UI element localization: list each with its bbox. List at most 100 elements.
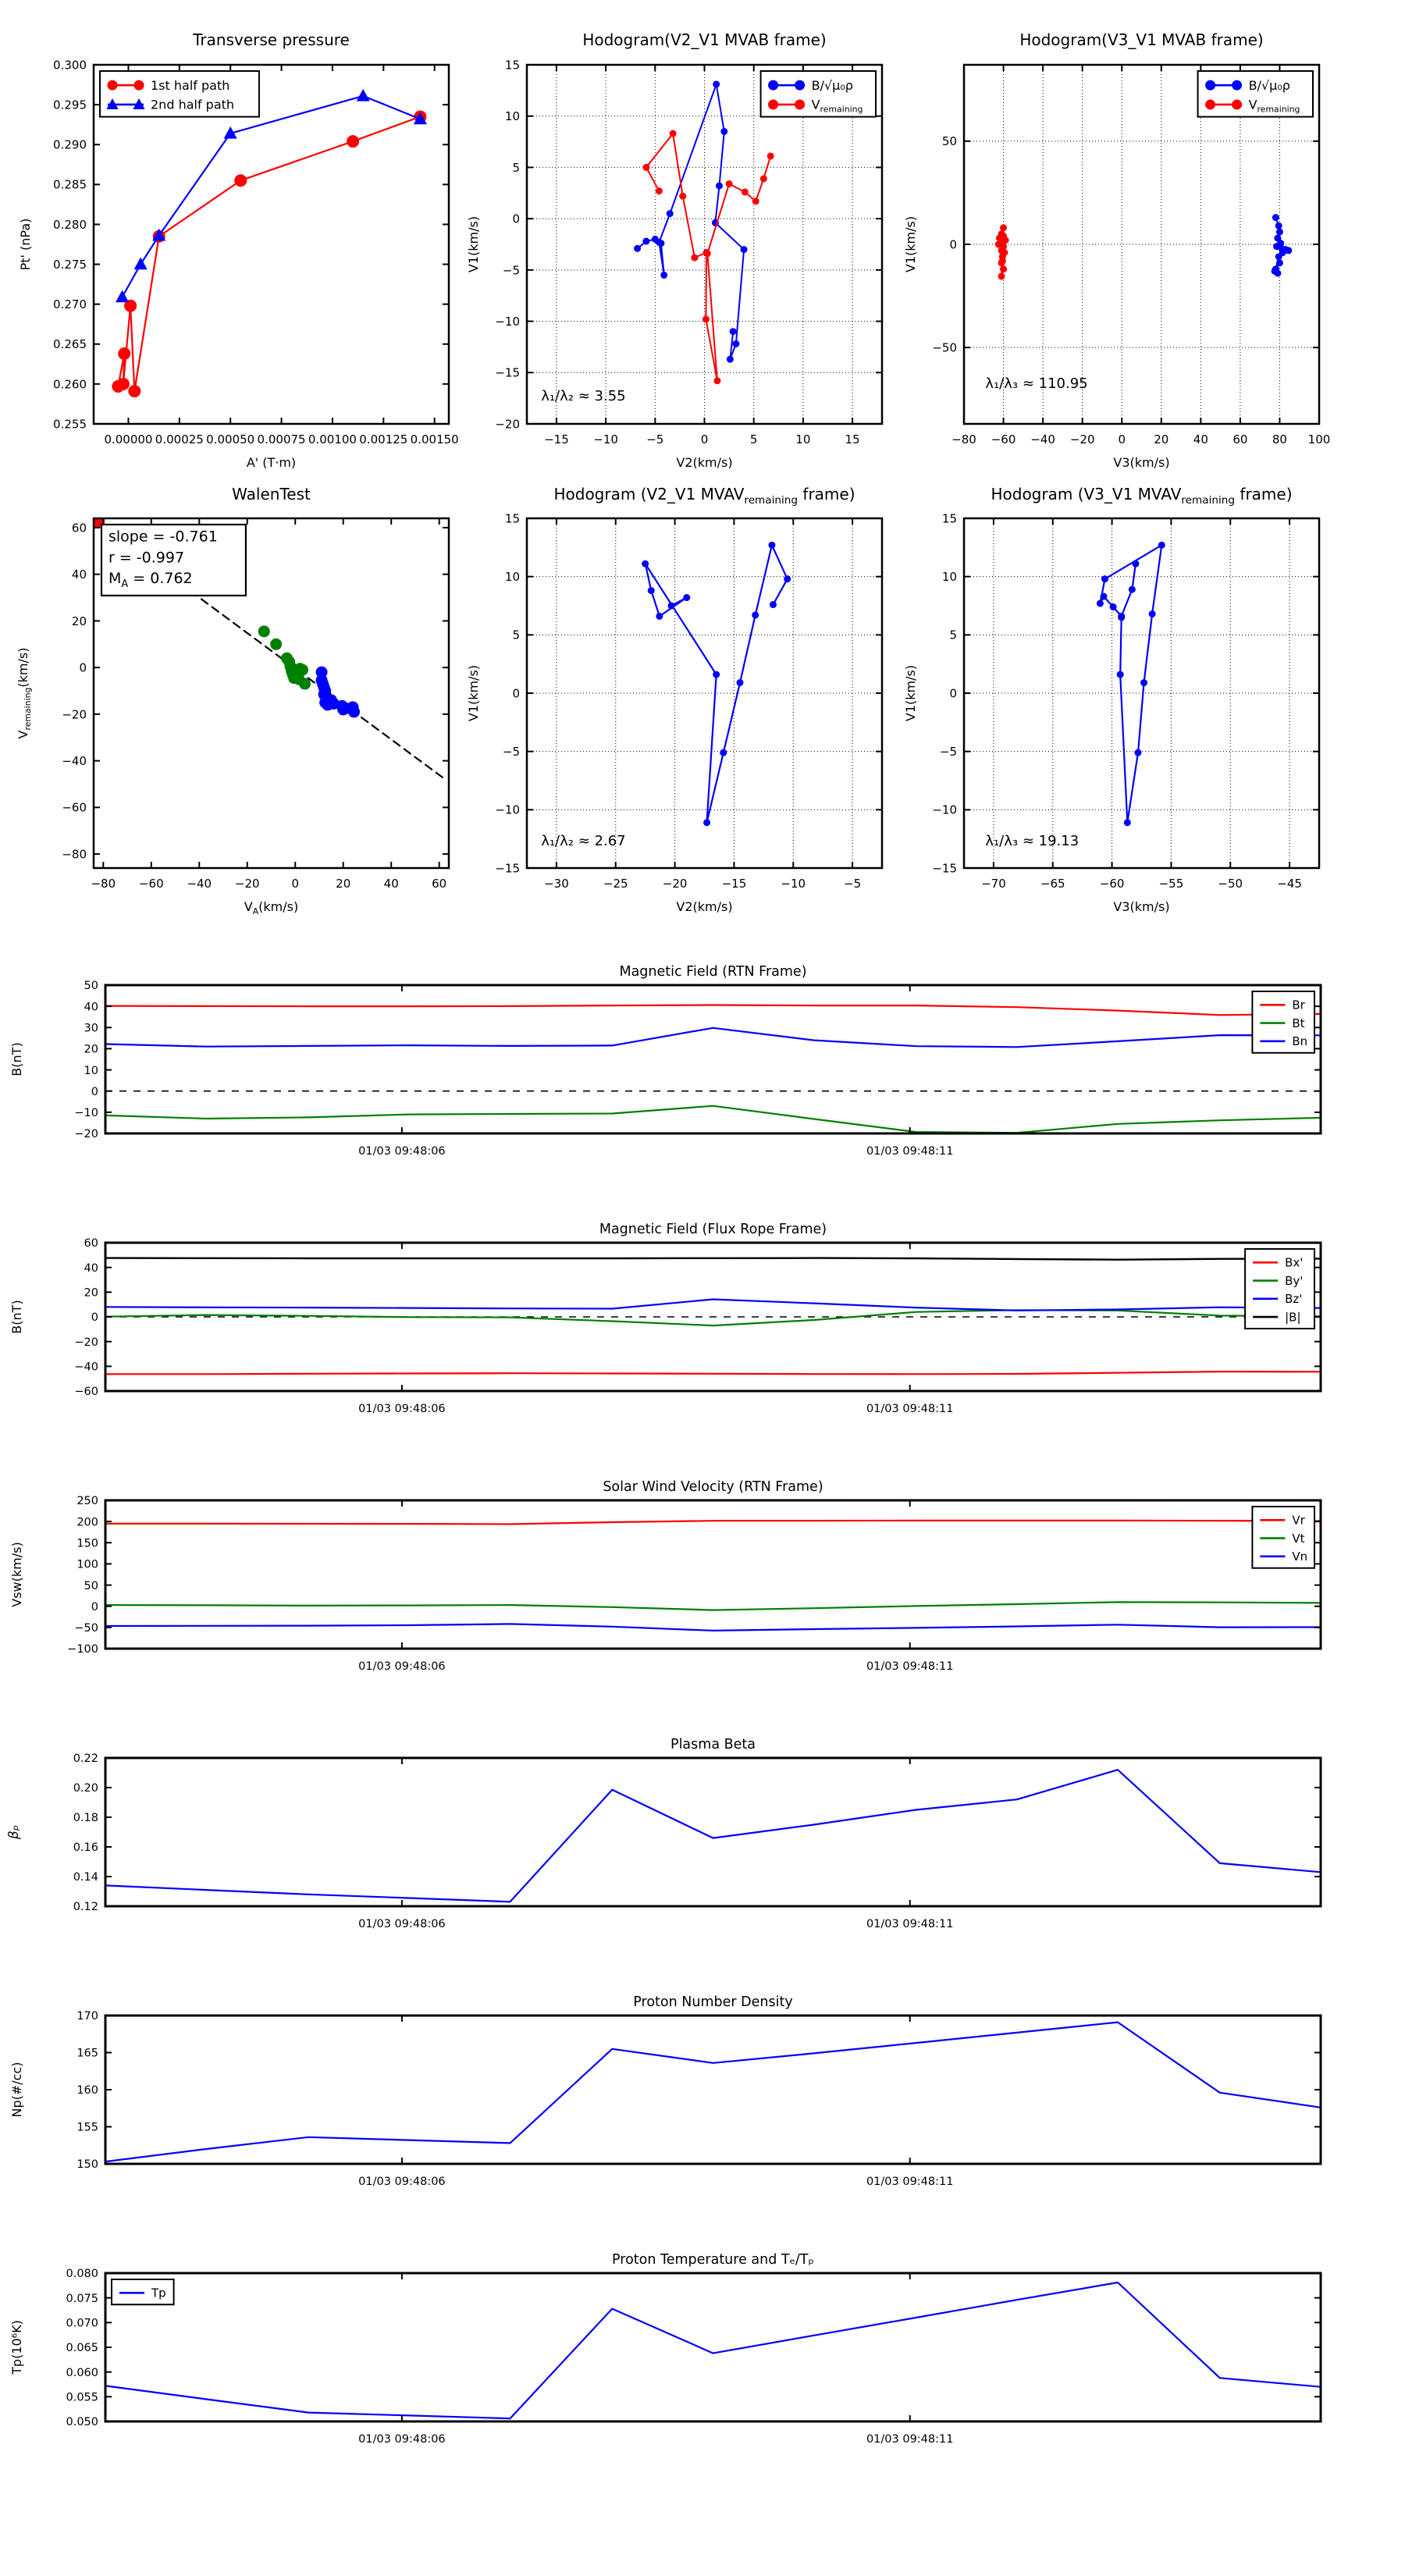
y-tick-label: 10 — [505, 109, 520, 123]
legend: 1st half path 2nd half path — [99, 70, 260, 118]
y-axis-label: V1(km/s) — [466, 665, 481, 721]
legend-label: 2nd half path — [151, 98, 234, 112]
x-tick-label: −10 — [781, 877, 806, 891]
y-tick-label: 5 — [512, 628, 520, 642]
x-tick-label: 0.00075 — [258, 432, 306, 447]
chart-solar-wind-velocity: 01/03 09:48:06 01/03 09:48:11 −100 −50 0 50 10… — [9, 1479, 1322, 1673]
series-group — [105, 2021, 1321, 2163]
legend: Vr Vt Vn — [1251, 1506, 1316, 1569]
axes-box — [104, 1499, 1322, 1650]
chart-proton-temperature: 01/03 09:48:06 01/03 09:48:11 0.050 0.055 0.… — [9, 2252, 1322, 2446]
x-tick-label: 60 — [1232, 432, 1247, 447]
plot-plasma-beta: 01/03 09:48:06 01/03 09:48:11 0.12 0.14 0.16… — [0, 1733, 1405, 1991]
y-tick-label: −10 — [932, 803, 957, 817]
y-tick-label: 10 — [505, 570, 520, 584]
y-tick-label: 0.18 — [73, 1812, 98, 1824]
legend-label: Bx' — [1285, 1256, 1303, 1270]
plot-title: Magnetic Field (Flux Rope Frame) — [599, 1222, 827, 1237]
y-tick-label: 0.060 — [66, 2367, 98, 2379]
y-tick-label: 0 — [91, 1086, 98, 1098]
ticks — [105, 1242, 1321, 1392]
series-1st-half-path — [112, 110, 427, 398]
y-tick-label: −40 — [62, 754, 87, 768]
y-tick-label: 0.260 — [53, 377, 87, 391]
series-group — [105, 1769, 1321, 1903]
y-axis-label: Np(#/cc) — [9, 2062, 24, 2118]
ticks — [105, 984, 1321, 1134]
plot-title: Proton Number Density — [633, 1994, 792, 2010]
legend: Bx' By' Bz' |B| — [1244, 1248, 1315, 1329]
legend-label: Vremaining — [1249, 98, 1300, 115]
x-tick-label: 0.00100 — [308, 432, 357, 447]
y-tick-label: −15 — [495, 861, 520, 875]
x-tick-label: 01/03 09:48:06 — [358, 1145, 446, 1158]
x-tick-label: 10 — [795, 432, 810, 447]
legend-label: |B| — [1285, 1310, 1300, 1324]
y-axis-label: B(nT) — [9, 1300, 24, 1333]
y-tick-label: 0.300 — [53, 58, 87, 72]
legend-label: Br — [1292, 998, 1305, 1012]
plot-title: Hodogram (V3_V1 MVAVremaining frame) — [991, 485, 1292, 507]
y-tick-label: −50 — [932, 341, 957, 355]
x-tick-label: 01/03 09:48:11 — [866, 1403, 954, 1415]
y-axis-label: Pt' (nPa) — [18, 219, 33, 271]
legend-label: 1st half path — [151, 78, 229, 93]
x-axis-label: V3(km/s) — [1113, 899, 1169, 914]
y-tick-label: −5 — [503, 745, 520, 759]
x-tick-label: 40 — [1193, 432, 1208, 447]
chart-hodogram-v2v1-mvab: −15 −10 −5 0 5 10 15 −20 −15 −10 −5 0 5 10 15 Hodogram(… — [466, 30, 884, 470]
x-tick-label: −70 — [981, 877, 1006, 891]
ticks — [94, 64, 449, 425]
y-tick-label: 5 — [949, 628, 957, 642]
ticks — [94, 518, 449, 868]
y-tick-label: −20 — [62, 707, 87, 721]
y-tick-label: −15 — [495, 366, 520, 380]
x-tick-label: −80 — [951, 432, 976, 447]
plot-title: Hodogram (V2_V1 MVAVremaining frame) — [553, 485, 855, 507]
x-tick-label: −20 — [1070, 432, 1095, 447]
y-tick-label: 155 — [76, 2122, 98, 2134]
x-tick-label: −60 — [139, 877, 164, 891]
x-tick-label: 60 — [432, 877, 446, 891]
y-tick-label: −80 — [62, 847, 87, 861]
y-tick-label: −20 — [74, 1128, 98, 1140]
legend-label: Vremaining — [812, 98, 863, 115]
chart-proton-number-density: 01/03 09:48:06 01/03 09:48:11 150 155 160 165… — [9, 1994, 1322, 2188]
x-tick-label: 01/03 09:48:11 — [866, 1660, 954, 1673]
annotation: λ₁/λ₃ ≈ 110.95 — [985, 375, 1087, 392]
y-tick-label: 0 — [949, 686, 957, 700]
y-tick-label: −100 — [67, 1643, 98, 1656]
y-tick-label: 160 — [76, 2084, 98, 2097]
x-tick-label: −40 — [1030, 432, 1055, 447]
series-B-over-sqrt-mu0rho — [1271, 214, 1293, 277]
y-tick-label: 60 — [72, 521, 87, 535]
y-tick-label: −10 — [74, 1107, 98, 1119]
series-Bx-prime — [105, 1371, 1321, 1375]
y-axis-label: Vremaining(km/s) — [16, 648, 33, 739]
x-axis-label: V3(km/s) — [1113, 455, 1169, 470]
x-tick-label: −80 — [91, 877, 116, 891]
x-tick-label: 0.00125 — [359, 432, 407, 447]
ticks — [527, 64, 882, 425]
x-axis-label: VA(km/s) — [244, 899, 298, 916]
y-tick-label: −60 — [74, 1386, 98, 1398]
y-tick-label: −20 — [495, 417, 520, 431]
plot-proton-temperature: 01/03 09:48:06 01/03 09:48:11 0.050 0.055 0.… — [0, 2248, 1405, 2506]
y-tick-label: 10 — [84, 1065, 98, 1077]
ticks — [105, 2272, 1321, 2422]
axes-box — [92, 517, 450, 870]
y-axis-label: V1(km/s) — [466, 216, 481, 272]
x-tick-label: 01/03 09:48:06 — [358, 2433, 446, 2446]
x-tick-label: 01/03 09:48:11 — [866, 2433, 954, 2446]
x-tick-label: −25 — [603, 877, 628, 891]
x-tick-label: 0.00150 — [411, 432, 459, 447]
grid — [964, 518, 1319, 869]
y-tick-label: 0.280 — [53, 218, 87, 232]
stats-box: slope = -0.761 r = -0.997 MA = 0.762 — [100, 523, 247, 597]
x-tick-label: 0 — [701, 432, 709, 447]
series-group — [642, 541, 791, 827]
x-tick-label: 01/03 09:48:11 — [866, 2176, 954, 2188]
plot-title: Proton Temperature and Tₑ/Tₚ — [612, 2252, 814, 2268]
chart-hodogram-v3v1-mvab: −80 −60 −40 −20 0 20 40 60 80 100 −50 0 50 Hodogram(V… — [903, 30, 1330, 470]
series-group — [94, 518, 445, 780]
